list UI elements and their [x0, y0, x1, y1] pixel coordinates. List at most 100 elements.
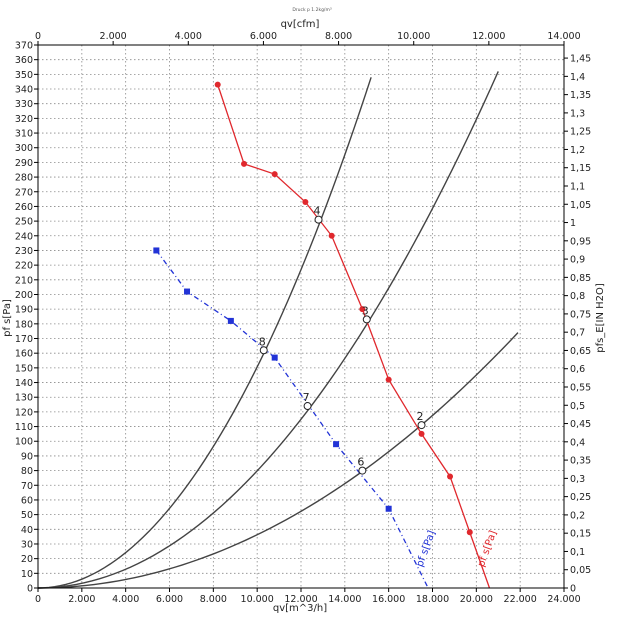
series-end-label: pf s[Pa]: [476, 529, 499, 568]
y-right-tick-label: 1,05: [570, 200, 591, 211]
fan-curve-line: [155, 250, 429, 589]
y-right-tick-label: 1,35: [570, 90, 591, 101]
data-point: [241, 160, 248, 167]
operating-point-marker: [259, 346, 268, 355]
data-point: [214, 81, 221, 88]
x-top-tick-label: 10.000: [397, 31, 430, 42]
y-tick-label: 360: [15, 55, 33, 66]
y-right-tick-label: 0,5: [570, 401, 585, 412]
operating-point-label: 4: [314, 205, 321, 218]
data-point: [184, 288, 191, 295]
system-curve: [37, 77, 372, 589]
x-tick-label: 0: [35, 594, 41, 605]
operating-point-marker: [417, 421, 426, 430]
grid-layer: [38, 45, 564, 588]
x-tick-label: 16.000: [372, 594, 405, 605]
y-tick-label: 320: [15, 114, 33, 125]
data-point: [153, 247, 160, 254]
y-tick-label: 180: [15, 319, 33, 330]
operating-point-marker: [358, 466, 367, 475]
x-top-axis-title: qv[cfm]: [281, 19, 320, 30]
data-point: [271, 171, 278, 178]
operating-point-label: 3: [362, 304, 369, 317]
y-tick-label: 50: [21, 510, 33, 521]
x-tick-label: 14.000: [328, 594, 361, 605]
y-right-tick-label: 0,1: [570, 547, 585, 558]
y-tick-label: 340: [15, 85, 33, 96]
data-point: [418, 430, 425, 437]
y-right-tick-label: 0,4: [570, 437, 585, 448]
data-point: [271, 354, 278, 361]
system-curves-layer: [37, 71, 519, 589]
y-right-tick-label: 0: [570, 584, 576, 595]
y-tick-label: 260: [15, 202, 33, 213]
y-right-tick-label: 0,9: [570, 255, 585, 266]
y-right-tick-label: 1,2: [570, 145, 585, 156]
data-point: [302, 199, 309, 206]
x-top-tick-label: 0: [35, 31, 41, 42]
y-right-tick-label: 1,15: [570, 163, 591, 174]
operating-point-label: 8: [259, 335, 266, 348]
y-tick-label: 20: [21, 554, 33, 565]
data-point: [385, 376, 392, 383]
y-axis-title: pf s[Pa]: [2, 299, 13, 337]
x-tick-label: 4.000: [112, 594, 139, 605]
y-tick-label: 280: [15, 173, 33, 184]
data-point: [328, 232, 335, 239]
y-tick-label: 80: [21, 466, 33, 477]
x-top-tick-label: 4.000: [175, 31, 202, 42]
y-right-tick-label: 0,3: [570, 474, 585, 485]
y-tick-label: 30: [21, 539, 33, 550]
x-tick-label: 20.000: [460, 594, 493, 605]
operating-point-label: 2: [417, 410, 424, 423]
y-tick-label: 100: [15, 437, 33, 448]
x-top-tick-label: 14.000: [547, 31, 580, 42]
y-tick-label: 310: [15, 129, 33, 140]
y-right-tick-label: 1,4: [570, 72, 585, 83]
y-tick-label: 230: [15, 246, 33, 257]
system-curve: [37, 332, 519, 589]
y-tick-label: 250: [15, 217, 33, 228]
y-tick-label: 330: [15, 99, 33, 110]
y-right-tick-label: 0,8: [570, 291, 585, 302]
y-right-tick-label: 0,55: [570, 382, 591, 393]
axes-layer: 0 2.000 4.000 6.000 8.000 10.000 12.000 14.000 1…: [15, 31, 591, 605]
x-top-tick-label: 6.000: [250, 31, 277, 42]
y-right-tick-label: 1: [570, 218, 576, 229]
x-top-tick-label: 8.000: [325, 31, 352, 42]
x-tick-label: 12.000: [284, 594, 317, 605]
y-tick-label: 170: [15, 334, 33, 345]
x-top-tick-label: 2.000: [100, 31, 127, 42]
operating-point-marker: [362, 315, 371, 324]
operating-point-marker: [314, 215, 323, 224]
y-right-tick-label: 0,7: [570, 328, 585, 339]
y-tick-label: 300: [15, 143, 33, 154]
y-tick-label: 10: [21, 569, 33, 580]
y-right-tick-label: 1,45: [570, 54, 591, 65]
y-tick-label: 60: [21, 495, 33, 506]
y-right-tick-label: 0,05: [570, 565, 591, 576]
y-right-tick-label: 1,3: [570, 108, 585, 119]
operating-point-marker: [303, 402, 312, 411]
chart-title: Druck p 1.2kg/m³: [292, 7, 331, 13]
data-point: [447, 473, 454, 480]
series-layer: pf s[Pa] pf s[Pa]: [153, 81, 499, 589]
operating-points-layer: 4 3 2 8 7 6: [259, 205, 426, 475]
series-end-label: pf s[Pa]: [415, 529, 438, 568]
y-right-tick-label: 1,25: [570, 127, 591, 138]
x-tick-label: 6.000: [156, 594, 183, 605]
operating-point-label: 7: [303, 391, 310, 404]
y-tick-label: 220: [15, 261, 33, 272]
x-tick-label: 8.000: [200, 594, 227, 605]
y-tick-label: 110: [15, 422, 33, 433]
y-tick-label: 140: [15, 378, 33, 389]
y-tick-label: 160: [15, 349, 33, 360]
y-tick-label: 200: [15, 290, 33, 301]
y-tick-label: 130: [15, 393, 33, 404]
y-tick-label: 90: [21, 451, 33, 462]
y-tick-label: 270: [15, 187, 33, 198]
y-right-tick-label: 0,2: [570, 510, 585, 521]
y-tick-label: 370: [15, 41, 33, 52]
y-right-tick-label: 0,6: [570, 364, 585, 375]
